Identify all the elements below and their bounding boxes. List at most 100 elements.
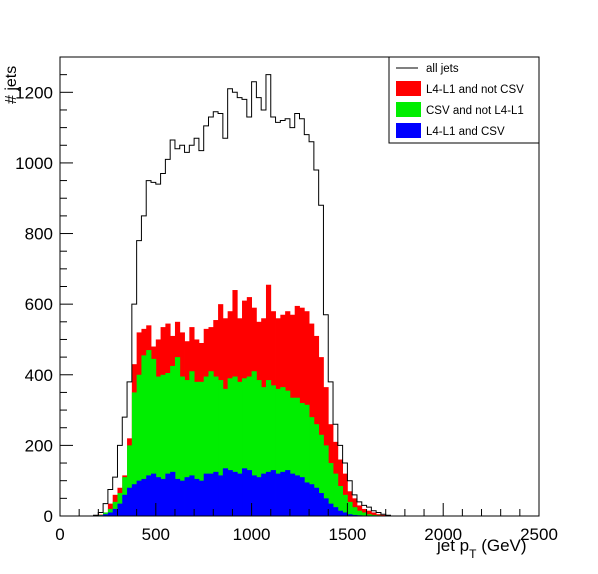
bar-l4l1-and-csv — [246, 470, 252, 516]
bar-csv-not-l4l1 — [323, 445, 329, 516]
y-tick-label: 800 — [25, 225, 53, 244]
bar-csv-not-l4l1 — [213, 376, 219, 516]
bar-csv-not-l4l1 — [356, 510, 363, 516]
bar-csv-not-l4l1 — [232, 376, 238, 516]
bar-l4l1-not-csv — [380, 514, 387, 516]
bar-l4l1-and-csv — [237, 473, 243, 516]
y-tick-label: 0 — [44, 507, 53, 526]
bar-csv-not-l4l1 — [352, 507, 358, 516]
bar-l4l1-and-csv — [112, 508, 118, 516]
all-jets-outline — [60, 74, 401, 517]
bar-l4l1-and-csv — [160, 478, 166, 516]
bar-l4l1-and-csv — [318, 493, 324, 516]
legend-swatch — [396, 123, 421, 138]
legend-entries: all jets L4-L1 and not CSV CSV and not L4-… — [396, 63, 524, 138]
legend-swatch — [396, 81, 421, 96]
bar-l4l1-and-csv — [189, 475, 195, 516]
bar-csv-not-l4l1 — [270, 385, 276, 516]
bar-l4l1-and-csv — [107, 512, 114, 516]
bar-l4l1-and-csv — [127, 487, 133, 516]
bar-l4l1-and-csv — [304, 482, 310, 516]
bar-l4l1-and-csv — [352, 514, 358, 516]
bar-csv-not-l4l1 — [146, 350, 152, 516]
bar-csv-not-l4l1 — [179, 376, 185, 516]
bar-l4l1-and-csv — [242, 468, 248, 516]
x-tick-label: 2000 — [424, 525, 462, 544]
bar-l4l1-and-csv — [218, 475, 224, 516]
bar-l4l1-and-csv — [333, 507, 339, 516]
bar-l4l1-and-csv — [323, 498, 329, 516]
bar-csv-not-l4l1 — [242, 378, 248, 516]
bar-l4l1-and-csv — [337, 510, 344, 516]
x-tick-label: 0 — [55, 525, 64, 544]
bar-l4l1-not-csv — [376, 514, 382, 516]
bar-l4l1-and-csv — [222, 468, 229, 516]
bar-l4l1-not-csv — [371, 512, 377, 516]
y-tick-label: 400 — [25, 366, 53, 385]
bar-csv-not-l4l1 — [294, 397, 300, 516]
bar-csv-not-l4l1 — [361, 512, 367, 516]
legend-label: all jets — [426, 63, 459, 75]
bar-csv-not-l4l1 — [333, 473, 339, 516]
bar-csv-not-l4l1 — [347, 501, 353, 516]
bar-csv-not-l4l1 — [289, 397, 296, 516]
legend-label: L4-L1 and CSV — [426, 126, 505, 138]
bar-l4l1-and-csv — [122, 494, 128, 516]
bar-csv-not-l4l1 — [160, 374, 166, 516]
bar-l4l1-and-csv — [289, 473, 296, 516]
bar-csv-not-l4l1 — [285, 390, 291, 516]
bar-l4l1-and-csv — [208, 473, 214, 516]
x-tick-label: 500 — [142, 525, 170, 544]
bar-csv-not-l4l1 — [174, 357, 181, 516]
bar-l4l1-and-csv — [141, 478, 147, 516]
bar-l4l1-and-csv — [347, 514, 353, 516]
bar-l4l1-and-csv — [131, 484, 138, 516]
bar-l4l1-and-csv — [203, 473, 209, 516]
bar-csv-not-l4l1 — [246, 376, 252, 516]
bar-l4l1-and-csv — [179, 480, 185, 516]
x-axis-label-subscript: T — [469, 547, 477, 561]
bar-csv-not-l4l1 — [165, 373, 171, 516]
bar-csv-not-l4l1 — [237, 381, 243, 516]
bar-csv-not-l4l1 — [208, 371, 214, 516]
x-axis-label: jet pT (GeV) — [436, 536, 527, 561]
bar-l4l1-and-csv — [285, 470, 291, 516]
bar-l4l1-and-csv — [174, 478, 181, 516]
bar-l4l1-and-csv — [165, 473, 171, 516]
bar-l4l1-and-csv — [232, 471, 238, 516]
bar-l4l1-and-csv — [309, 484, 315, 516]
bar-csv-not-l4l1 — [265, 380, 272, 516]
bar-csv-not-l4l1 — [342, 494, 348, 516]
bar-csv-not-l4l1 — [261, 387, 267, 516]
x-axis: 0 500 1000 1500 2000 2500 — [55, 503, 558, 544]
bar-l4l1-and-csv — [155, 477, 161, 516]
bar-csv-not-l4l1 — [328, 463, 334, 516]
x-tick-label: 2500 — [520, 525, 558, 544]
stacked-bars — [93, 284, 391, 516]
bar-csv-not-l4l1 — [318, 434, 324, 516]
y-tick-label: 1000 — [15, 154, 53, 173]
bar-l4l1-and-csv — [198, 480, 205, 516]
bar-l4l1-and-csv — [275, 473, 281, 516]
bar-csv-not-l4l1 — [275, 388, 281, 516]
bar-csv-not-l4l1 — [194, 381, 200, 516]
bar-l4l1-and-csv — [103, 514, 109, 516]
bar-l4l1-and-csv — [146, 475, 152, 516]
bar-csv-not-l4l1 — [256, 380, 262, 516]
bar-csv-not-l4l1 — [127, 445, 133, 516]
bar-l4l1-and-csv — [280, 471, 286, 516]
bar-csv-not-l4l1 — [218, 380, 224, 516]
bar-l4l1-and-csv — [328, 503, 334, 516]
y-tick-label: 1200 — [15, 83, 53, 102]
y-axis-label: # jets — [3, 66, 20, 104]
bar-l4l1-and-csv — [342, 512, 348, 516]
bar-csv-not-l4l1 — [371, 514, 377, 516]
bar-csv-not-l4l1 — [222, 388, 229, 516]
bar-l4l1-not-csv — [366, 510, 372, 516]
bar-csv-not-l4l1 — [151, 358, 157, 516]
bar-l4l1-and-csv — [213, 471, 219, 516]
bar-csv-not-l4l1 — [251, 371, 257, 516]
bar-l4l1-and-csv — [170, 471, 176, 516]
bar-csv-not-l4l1 — [170, 365, 176, 516]
